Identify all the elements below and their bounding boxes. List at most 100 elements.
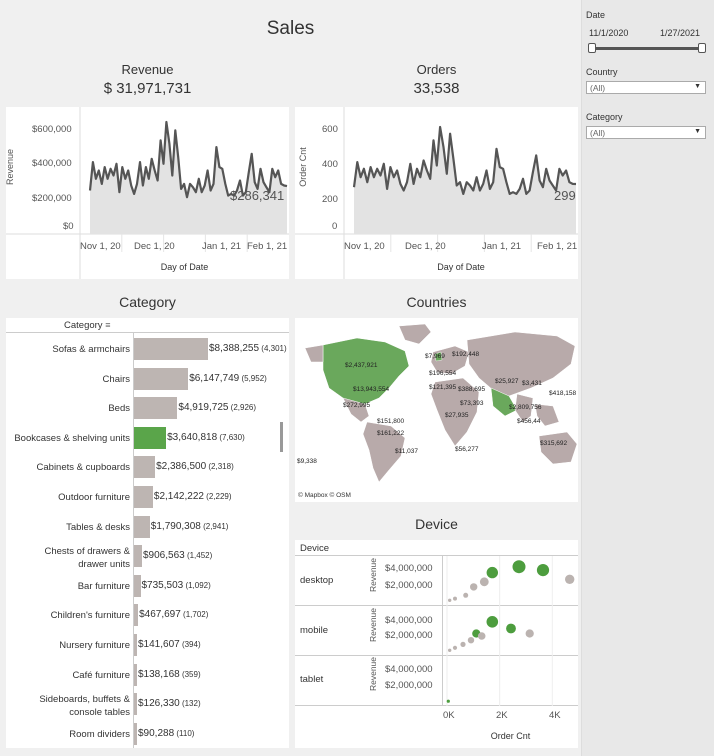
orders-chart[interactable]: Order Cnt 600 400 200 0 Nov 1, 20 Dec 1,… xyxy=(295,107,578,279)
category-value: $906,563 xyxy=(143,550,185,562)
category-label-line: Beds xyxy=(108,403,130,415)
date-range-slider[interactable] xyxy=(592,47,703,50)
category-label[interactable]: Bookcases & shelving units xyxy=(6,432,130,445)
category-header-label: Category xyxy=(64,320,103,331)
orders-chart-svg xyxy=(295,107,578,279)
category-count: (2,318) xyxy=(206,462,234,472)
sort-icon[interactable]: ≡ xyxy=(105,320,111,330)
category-bar-label: $126,330 (132) xyxy=(138,698,201,709)
revenue-x-tick: Jan 1, 21 xyxy=(202,241,242,252)
category-label[interactable]: Room dividers xyxy=(6,728,130,741)
scatter-point xyxy=(486,566,498,579)
category-bar[interactable] xyxy=(134,397,178,420)
category-label[interactable]: Outdoor furniture xyxy=(6,491,130,504)
map-country-label: $56,277 xyxy=(455,446,479,453)
category-value: $4,919,725 xyxy=(178,402,229,414)
orders-x-axis-label: Day of Date xyxy=(437,262,485,272)
map-north-america[interactable] xyxy=(322,337,410,409)
category-bar-label: $906,563 (1,452) xyxy=(143,550,212,561)
device-chart[interactable]: Device desktop mobile tablet Revenue Rev… xyxy=(295,540,578,748)
category-label-divider xyxy=(133,332,134,748)
category-label[interactable]: Cabinets & cupboards xyxy=(6,461,130,474)
map-australia[interactable] xyxy=(538,431,578,465)
device-y-tick: $4,000,000 xyxy=(385,664,433,675)
category-bar[interactable] xyxy=(134,634,137,656)
device-header-divider xyxy=(295,555,578,556)
category-bar-label: $90,288 (110) xyxy=(138,728,194,739)
category-label[interactable]: Café furniture xyxy=(6,669,130,682)
country-filter-label: Country xyxy=(586,67,618,77)
category-label[interactable]: Chairs xyxy=(6,373,130,386)
device-x-tick: 0K xyxy=(443,710,455,721)
category-bar[interactable] xyxy=(134,367,189,390)
category-label[interactable]: Nursery furniture xyxy=(6,639,130,652)
category-count: (394) xyxy=(179,640,201,649)
category-label[interactable]: Bar furniture xyxy=(6,580,130,593)
category-label-line: Tables & desks xyxy=(66,521,130,533)
category-select-value: (All) xyxy=(590,128,606,138)
category-count: (7,630) xyxy=(217,432,245,442)
category-label[interactable]: Chests of drawers & drawer units xyxy=(6,545,130,571)
category-scrollbar[interactable] xyxy=(280,422,283,452)
category-bar[interactable] xyxy=(134,663,137,686)
category-bar-label: $467,697 (1,702) xyxy=(139,609,208,620)
map-uk[interactable] xyxy=(434,351,443,362)
category-label[interactable]: Children's furniture xyxy=(6,609,130,622)
category-value: $6,147,749 xyxy=(189,372,240,384)
map-africa[interactable] xyxy=(430,377,480,447)
world-map-svg xyxy=(304,323,578,483)
category-bar[interactable] xyxy=(134,693,137,716)
countries-map[interactable]: $2,437,921 $13,943,554 $272,995 $151,800 $16… xyxy=(295,318,578,502)
map-asia[interactable] xyxy=(466,331,576,397)
map-country-label: $192,448 xyxy=(452,351,480,358)
category-select[interactable]: (All) ▼ xyxy=(586,126,706,139)
scatter-point xyxy=(477,632,486,640)
category-header[interactable]: Category ≡ xyxy=(64,320,110,331)
map-greenland[interactable] xyxy=(398,323,432,345)
date-slider-end-handle[interactable] xyxy=(698,43,706,53)
category-bar[interactable] xyxy=(134,515,150,538)
category-count: (2,941) xyxy=(200,521,229,531)
map-country-label: $418,158 xyxy=(549,390,577,397)
device-y-label: Revenue xyxy=(368,607,379,643)
scatter-point xyxy=(446,699,450,703)
category-bar[interactable] xyxy=(134,456,156,479)
category-chart[interactable]: Category ≡ Sofas & armchairs $8,388,255 (… xyxy=(6,318,289,748)
scatter-point xyxy=(565,574,575,584)
countries-title: Countries xyxy=(406,294,467,310)
category-label[interactable]: Tables & desks xyxy=(6,521,130,534)
device-y-tick: $4,000,000 xyxy=(385,563,433,574)
category-label[interactable]: Sideboards, buffets & console tables xyxy=(6,693,130,719)
category-bar[interactable] xyxy=(134,426,167,449)
device-header: Device xyxy=(300,543,330,554)
map-alaska[interactable] xyxy=(304,344,324,363)
category-label[interactable]: Sofas & armchairs xyxy=(6,343,130,356)
category-label[interactable]: Beds xyxy=(6,402,130,415)
revenue-chart[interactable]: Revenue $600,000 $400,000 $200,000 $0 No… xyxy=(5,107,289,279)
country-select[interactable]: (All) ▼ xyxy=(586,81,706,94)
category-bar[interactable] xyxy=(134,604,139,627)
device-y-tick: $4,000,000 xyxy=(385,615,433,626)
category-bar[interactable] xyxy=(134,338,208,360)
map-country-label: $151,800 xyxy=(377,418,405,425)
map-india[interactable] xyxy=(514,393,534,423)
category-bar[interactable] xyxy=(134,722,137,745)
series-area xyxy=(354,127,576,234)
scatter-point xyxy=(463,592,469,598)
map-country-label: $2,437,921 xyxy=(345,362,378,369)
category-bar[interactable] xyxy=(134,574,141,597)
map-country-label: $9,338 xyxy=(297,458,317,465)
date-slider-start-handle[interactable] xyxy=(588,43,596,53)
scatter-point xyxy=(448,648,452,652)
revenue-last-label: $286,341 xyxy=(230,188,285,203)
map-south-america[interactable] xyxy=(362,421,406,483)
map-mexico[interactable] xyxy=(342,397,370,423)
category-bar[interactable] xyxy=(134,545,142,568)
category-bar[interactable] xyxy=(134,486,153,508)
map-middle-east[interactable] xyxy=(490,387,518,417)
map-se-asia[interactable] xyxy=(534,403,560,427)
category-bar-label: $8,388,255 (4,301) xyxy=(209,343,287,354)
category-bar-label: $2,142,222 (2,229) xyxy=(154,491,232,502)
revenue-y-tick: $0 xyxy=(63,221,74,232)
device-x-axis-label: Order Cnt xyxy=(490,731,531,741)
